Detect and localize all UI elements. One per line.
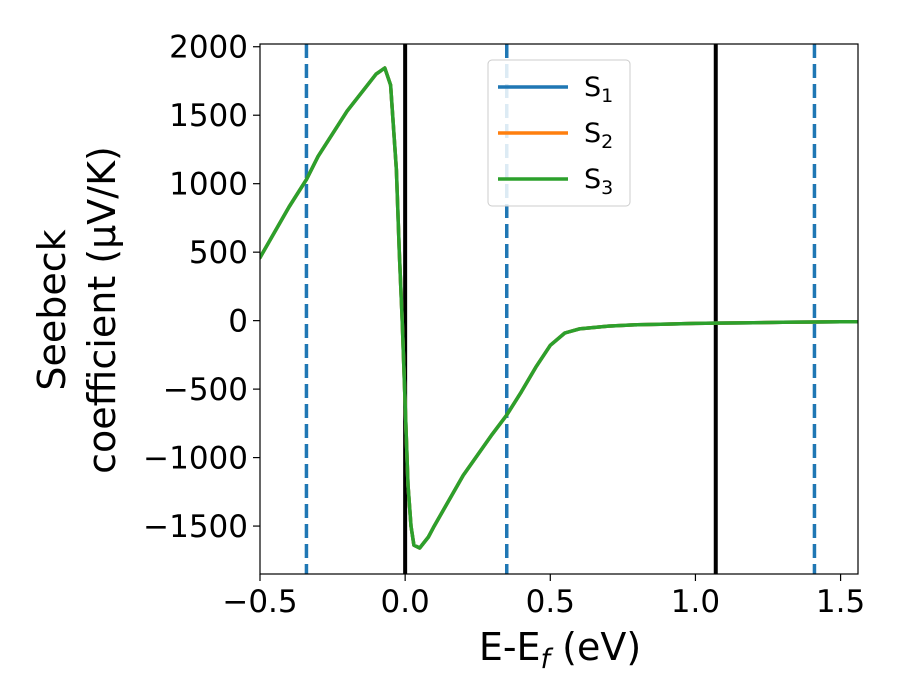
x-tick-label: 0.5	[526, 584, 575, 620]
x-axis-title: E-Ef (eV)	[479, 625, 641, 675]
legend-label-S2: S2	[584, 118, 613, 153]
x-axis-title-unit: (eV)	[550, 625, 641, 669]
x-tick-label: 0.0	[380, 584, 429, 620]
y-axis-title: Seebeck coefficient (μV/K)	[30, 146, 124, 474]
y-axis-title-line1: Seebeck	[30, 229, 74, 390]
y-tick-label: −1000	[143, 441, 248, 477]
y-axis-title-line2: coefficient (μV/K)	[80, 146, 124, 474]
x-axis-ticks: −0.5 0.0 0.5 1.0 1.5	[222, 574, 865, 620]
x-tick-label: 1.0	[671, 584, 720, 620]
x-axis-title-base: E-E	[479, 625, 541, 669]
plot-frame	[259, 43, 859, 575]
y-tick-label: 1500	[169, 98, 248, 134]
y-tick-label: −1500	[143, 509, 248, 545]
legend-label-S1: S1	[584, 72, 613, 107]
y-tick-label: 1000	[169, 167, 248, 203]
x-tick-label: −0.5	[222, 584, 297, 620]
series-line-S3	[260, 66, 858, 550]
y-axis-ticks: 2000 1500 1000 500 0 −500 −1000 −1500	[143, 30, 260, 545]
x-tick-label: 1.5	[816, 584, 865, 620]
y-tick-label: 0	[228, 304, 248, 340]
legend: S1 S2 S3	[487, 59, 631, 207]
series-layer	[260, 66, 858, 550]
y-tick-label: −500	[163, 372, 248, 408]
legend-label-S3: S3	[584, 164, 613, 199]
y-tick-label: 500	[189, 235, 248, 271]
y-tick-label: 2000	[169, 30, 248, 66]
